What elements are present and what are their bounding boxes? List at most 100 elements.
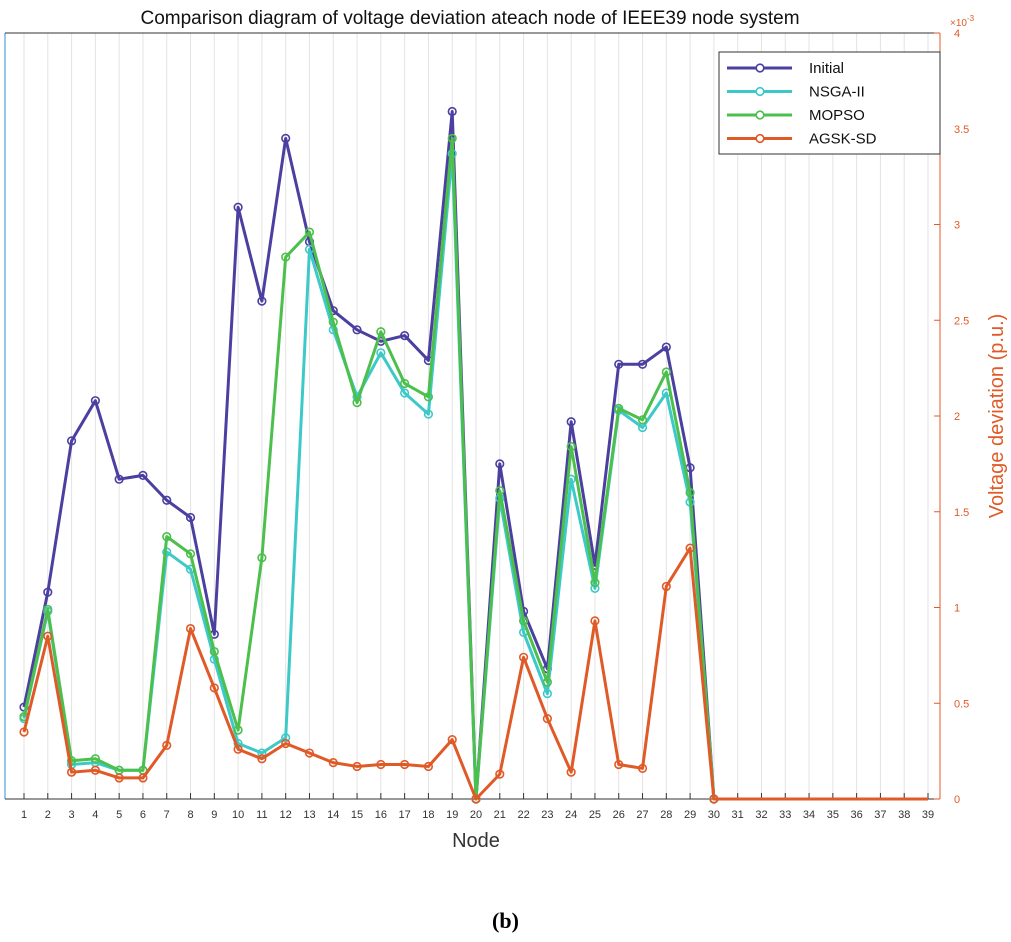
data-point bbox=[685, 543, 695, 553]
x-tick-label: 21 bbox=[494, 809, 506, 821]
x-tick-label: 13 bbox=[303, 809, 315, 821]
y-tick-label: 0.5 bbox=[954, 698, 969, 710]
data-point bbox=[162, 532, 172, 542]
data-point bbox=[614, 759, 624, 770]
data-point bbox=[304, 748, 315, 758]
data-point bbox=[257, 754, 267, 764]
y-tick-label: 1.5 bbox=[954, 507, 969, 519]
data-point bbox=[90, 765, 100, 775]
data-point bbox=[43, 604, 53, 615]
data-point bbox=[233, 725, 243, 735]
data-point bbox=[114, 773, 124, 783]
data-point bbox=[423, 409, 434, 419]
data-point bbox=[352, 325, 362, 335]
data-point bbox=[185, 549, 196, 559]
data-point bbox=[495, 459, 505, 469]
data-point bbox=[90, 396, 100, 406]
x-tick-label: 33 bbox=[779, 809, 791, 821]
data-point bbox=[328, 317, 338, 327]
data-point bbox=[233, 202, 243, 212]
data-point bbox=[376, 759, 386, 770]
x-tick-label: 7 bbox=[164, 809, 170, 821]
data-point bbox=[304, 227, 315, 237]
y-tick-label: 2.5 bbox=[954, 315, 969, 327]
legend-swatch-marker bbox=[755, 86, 765, 97]
data-point bbox=[114, 474, 124, 484]
data-point bbox=[400, 388, 410, 398]
figure-caption: (b) bbox=[492, 908, 519, 933]
x-tick-label: 10 bbox=[232, 809, 244, 821]
data-point bbox=[637, 763, 648, 773]
data-point bbox=[637, 359, 648, 369]
data-point bbox=[185, 512, 196, 523]
x-tick-label: 37 bbox=[874, 809, 886, 821]
x-tick-label: 9 bbox=[211, 809, 217, 821]
x-tick-label: 6 bbox=[140, 809, 146, 821]
data-point bbox=[542, 677, 552, 687]
legend-label: AGSK-SD bbox=[809, 131, 877, 148]
data-point bbox=[447, 133, 457, 143]
legend-swatch-marker bbox=[755, 63, 765, 73]
data-point bbox=[661, 367, 671, 377]
x-tick-label: 23 bbox=[541, 809, 553, 821]
legend-swatch-marker bbox=[755, 110, 765, 120]
data-point bbox=[447, 106, 457, 117]
x-tick-label: 16 bbox=[375, 809, 387, 821]
x-tick-label: 17 bbox=[399, 809, 411, 821]
x-tick-label: 1 bbox=[21, 809, 27, 821]
x-tick-label: 2 bbox=[45, 809, 51, 821]
x-tick-label: 25 bbox=[589, 809, 601, 821]
data-point bbox=[423, 761, 434, 772]
x-tick-label: 19 bbox=[446, 809, 458, 821]
data-point bbox=[661, 342, 671, 352]
x-tick-label: 14 bbox=[327, 809, 339, 821]
series-agsk-sd bbox=[19, 543, 928, 804]
legend-label: Initial bbox=[809, 60, 844, 77]
y-tick-label: 4 bbox=[954, 28, 960, 40]
data-point bbox=[661, 581, 671, 592]
y-ticks: 0 0.5 1 1.5 2 2.5 3 3.5 4 bbox=[934, 28, 969, 806]
data-point bbox=[43, 587, 53, 597]
data-point bbox=[495, 486, 505, 496]
data-point bbox=[90, 754, 100, 764]
data-point bbox=[590, 616, 600, 626]
y-tick-label: 3 bbox=[954, 220, 960, 232]
data-point bbox=[423, 392, 434, 402]
x-tick-label: 34 bbox=[803, 809, 815, 821]
series-initial bbox=[19, 106, 928, 804]
x-tick-label: 24 bbox=[565, 809, 577, 821]
data-point bbox=[400, 759, 410, 770]
x-tick-label: 39 bbox=[922, 809, 934, 821]
x-tick-label: 15 bbox=[351, 809, 363, 821]
data-point bbox=[590, 578, 600, 588]
data-point bbox=[328, 758, 338, 768]
data-point bbox=[185, 623, 196, 634]
data-point bbox=[162, 495, 172, 505]
x-tick-label: 5 bbox=[116, 809, 122, 821]
data-point bbox=[685, 488, 695, 498]
data-point bbox=[566, 767, 576, 777]
x-tick-label: 38 bbox=[898, 809, 910, 821]
data-point bbox=[352, 761, 362, 772]
data-point bbox=[566, 442, 576, 452]
data-point bbox=[281, 738, 291, 749]
data-point bbox=[233, 744, 243, 754]
x-tick-label: 4 bbox=[92, 809, 98, 821]
data-point bbox=[614, 403, 624, 413]
data-point bbox=[19, 727, 29, 737]
data-point bbox=[66, 767, 77, 777]
data-point bbox=[471, 794, 481, 804]
x-tick-label: 22 bbox=[517, 809, 529, 821]
data-point bbox=[209, 646, 219, 657]
x-tick-label: 28 bbox=[660, 809, 672, 821]
legend: Initial NSGA-II MOPSO AGSK-SD bbox=[718, 51, 941, 155]
data-point bbox=[352, 397, 362, 408]
data-point bbox=[66, 436, 77, 446]
data-point bbox=[257, 748, 267, 758]
x-tick-label: 29 bbox=[684, 809, 696, 821]
legend-label: MOPSO bbox=[809, 107, 865, 124]
x-tick-label: 12 bbox=[280, 809, 292, 821]
y-tick-label: 2 bbox=[954, 411, 960, 423]
data-point bbox=[257, 553, 267, 563]
